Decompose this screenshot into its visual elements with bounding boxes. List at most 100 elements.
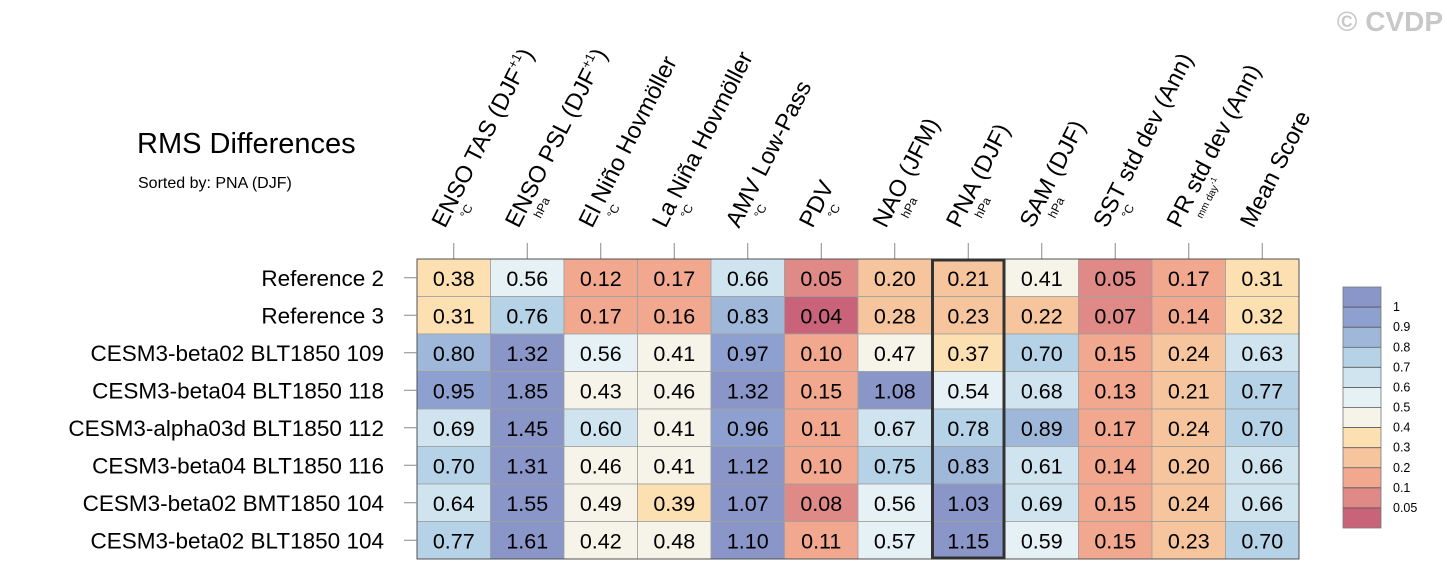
- chart-title: RMS Differences: [137, 128, 356, 160]
- column-unit: °C: [751, 202, 770, 221]
- cell-value: 0.56: [506, 267, 548, 291]
- column-title: Mean Score: [1235, 107, 1316, 232]
- cell-value: 0.14: [1168, 304, 1210, 328]
- cell-value: 0.22: [1021, 304, 1063, 328]
- heatmap-frame: [416, 258, 1300, 560]
- cell-value: 0.14: [1094, 454, 1136, 478]
- cell-value: 1.32: [727, 379, 769, 403]
- watermark: © CVDP: [1336, 6, 1443, 37]
- row-label-cesm3-beta04-blt1850-116: CESM3-beta04 BLT1850 116: [92, 453, 384, 478]
- cell-value: 0.57: [874, 529, 916, 553]
- column-unit-amv-low-pass: °C: [751, 202, 770, 221]
- heatmap-cell: [1151, 371, 1226, 410]
- heatmap-cell: [563, 333, 638, 372]
- colorbar-swatch: [1343, 507, 1381, 528]
- colorbar-swatch: [1343, 347, 1381, 368]
- cell-value: 0.04: [800, 304, 842, 328]
- heatmap-cell: [710, 521, 785, 560]
- colorbar-swatch: [1343, 327, 1381, 348]
- cell-value: 0.39: [653, 492, 695, 516]
- cell-value: 0.15: [1094, 529, 1136, 553]
- heatmap-cell: [1078, 483, 1153, 522]
- cell-value: 1.08: [874, 379, 916, 403]
- column-unit-el-ni-o-hovm-ller: °C: [604, 202, 623, 221]
- cell-value: 1.03: [947, 492, 989, 516]
- colorbar-label: 0.7: [1393, 360, 1410, 374]
- cell-value: 0.24: [1168, 492, 1210, 516]
- heatmap-cell: [1151, 333, 1226, 372]
- cell-value: 0.31: [1241, 267, 1283, 291]
- cell-value: 0.05: [1094, 267, 1136, 291]
- cell-value: 0.20: [1168, 454, 1210, 478]
- heatmap-cell: [1078, 371, 1153, 410]
- cell-value: 0.77: [433, 529, 475, 553]
- cell-value: 0.15: [800, 379, 842, 403]
- cell-value: 0.13: [1094, 379, 1136, 403]
- heatmap-cell: [1151, 408, 1226, 447]
- heatmap-cell: [1151, 258, 1226, 297]
- heatmap-cell: [416, 521, 491, 560]
- cell-value: 0.60: [580, 417, 622, 441]
- cell-value: 0.89: [1021, 417, 1063, 441]
- colorbar-label: 0.05: [1393, 501, 1417, 515]
- heatmap-cell: [490, 408, 565, 447]
- heatmap-cell: [416, 371, 491, 410]
- cell-value: 0.17: [1094, 417, 1136, 441]
- heatmap-cell: [1225, 333, 1300, 372]
- colorbar-swatch: [1343, 367, 1381, 388]
- cell-value: 0.07: [1094, 304, 1136, 328]
- heatmap-cell: [710, 296, 785, 335]
- cell-value: 0.80: [433, 342, 475, 366]
- heatmap-cell: [490, 296, 565, 335]
- column-unit: °C: [825, 202, 844, 221]
- heatmap-cell: [490, 333, 565, 372]
- heatmap-cell: [784, 521, 859, 560]
- column-unit-enso-tas-djf-1: °C: [457, 202, 476, 221]
- heatmap-cell: [1151, 296, 1226, 335]
- heatmap-cell: [1078, 521, 1153, 560]
- heatmap-cell: [784, 333, 859, 372]
- row-labels: Reference 2 Reference 3 CESM3-beta02 BLT18…: [68, 266, 417, 553]
- heatmap-cell: [416, 408, 491, 447]
- heatmap-cell: [1004, 483, 1079, 522]
- colorbar-label: 0.9: [1393, 320, 1410, 334]
- colorbar-swatch: [1343, 307, 1381, 328]
- cell-value: 0.78: [947, 417, 989, 441]
- colorbar-label: 0.3: [1393, 441, 1410, 455]
- colorbar-swatch: [1343, 287, 1381, 308]
- heatmap-cell: [1225, 446, 1300, 485]
- column-unit-sst-std-dev-ann: °C: [1119, 202, 1138, 221]
- cell-value: 0.70: [1241, 417, 1283, 441]
- cell-value: 0.17: [580, 304, 622, 328]
- cell-value: 1.45: [506, 417, 548, 441]
- colorbar-swatch: [1343, 447, 1381, 468]
- row-label-cesm3-beta02-bmt1850-104: CESM3-beta02 BMT1850 104: [83, 491, 384, 516]
- cell-value: 0.41: [653, 454, 695, 478]
- cell-value: 0.16: [653, 304, 695, 328]
- highlight-column-box: [931, 258, 1006, 560]
- column-unit: °C: [678, 202, 697, 221]
- heatmap-cell: [637, 483, 712, 522]
- cell-value: 0.43: [580, 379, 622, 403]
- heatmap-cell: [1004, 333, 1079, 372]
- heatmap-cell: [857, 483, 932, 522]
- cell-value: 0.97: [727, 342, 769, 366]
- heatmap-cell: [931, 521, 1006, 560]
- cell-value: 0.32: [1241, 304, 1283, 328]
- cell-value: 0.96: [727, 417, 769, 441]
- cell-value: 0.10: [800, 342, 842, 366]
- colorbar-label: 0.8: [1393, 340, 1410, 354]
- heatmap-cell: [931, 408, 1006, 447]
- row-label-cesm3-beta04-blt1850-118: CESM3-beta04 BLT1850 118: [92, 378, 384, 403]
- cell-value: 0.10: [800, 454, 842, 478]
- cell-value: 1.07: [727, 492, 769, 516]
- heatmap-cell: [857, 371, 932, 410]
- row-label-cesm3-beta02-blt1850-104: CESM3-beta02 BLT1850 104: [90, 528, 384, 553]
- cell-value: 0.77: [1241, 379, 1283, 403]
- column-unit-pdv: °C: [825, 202, 844, 221]
- column-unit: °C: [457, 202, 476, 221]
- cell-value: 0.70: [433, 454, 475, 478]
- cell-value: 0.08: [800, 492, 842, 516]
- cell-value: 0.54: [947, 379, 989, 403]
- cell-value: 0.66: [727, 267, 769, 291]
